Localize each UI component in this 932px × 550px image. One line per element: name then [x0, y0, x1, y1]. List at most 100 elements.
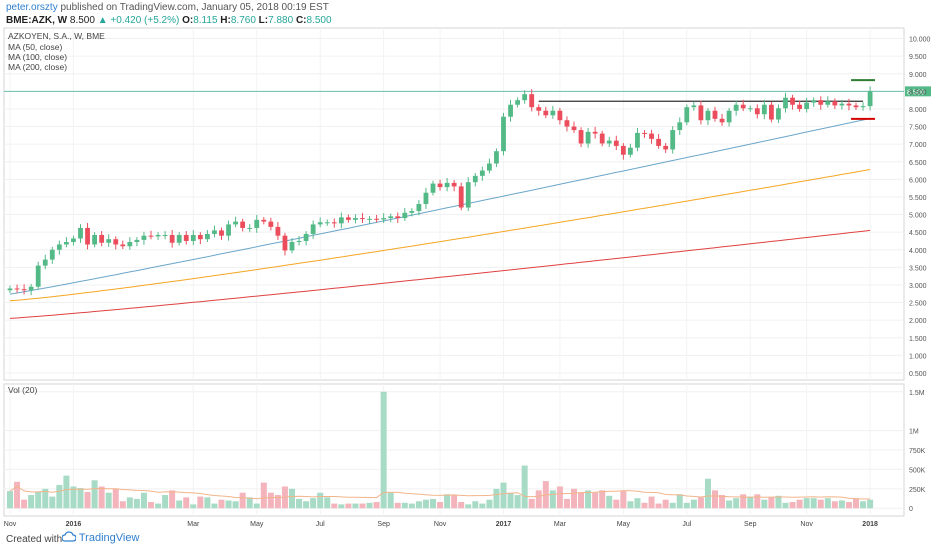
candle-body: [529, 94, 535, 108]
volume-bar: [704, 478, 711, 509]
candle-body: [606, 140, 612, 144]
volume-tick-label: 500K: [909, 467, 926, 474]
volume-bar: [719, 495, 726, 509]
candle-body: [776, 108, 781, 120]
volume-bar: [669, 502, 676, 509]
x-tick-label: Mar: [554, 521, 567, 528]
volume-bar: [176, 500, 183, 509]
volume-bar: [867, 499, 874, 509]
volume-bar: [296, 498, 303, 509]
volume-bar: [140, 492, 147, 509]
price-tick-label: 5.000: [909, 213, 927, 220]
close-label: C:: [295, 15, 307, 26]
volume-bar: [676, 494, 683, 509]
volume-bar: [451, 495, 458, 509]
volume-bar: [853, 498, 859, 509]
candle-body: [141, 235, 147, 240]
volume-bar: [444, 494, 451, 509]
volume-bar: [465, 504, 472, 509]
volume-bar: [606, 495, 613, 509]
legend-ma100[interactable]: MA (100, close): [8, 52, 67, 62]
volume-bar: [415, 501, 422, 509]
volume-bar: [817, 499, 824, 509]
candle-body: [487, 163, 492, 171]
volume-bar: [796, 499, 803, 509]
volume-tick-label: 750K: [909, 448, 926, 455]
x-tick-label: Sep: [744, 521, 757, 528]
volume-bar: [627, 501, 634, 509]
candle-body: [515, 100, 520, 105]
candle-body: [740, 104, 746, 109]
open-label: O:: [182, 15, 194, 26]
candle-body: [536, 107, 542, 111]
volume-bar: [359, 503, 366, 509]
price-tick-label: 2.500: [909, 301, 927, 308]
candle-body: [381, 218, 387, 220]
author-link[interactable]: peter.orszty: [6, 2, 58, 13]
candle-body: [254, 219, 260, 228]
volume-bar: [366, 502, 373, 509]
volume-bar: [28, 495, 35, 509]
price-volume-chart[interactable]: 8.500 0.500 1.000 1.500 2.000 2.500 3.000 3.50…: [0, 0, 932, 528]
volume-bar: [690, 499, 697, 509]
volume-bar: [394, 502, 401, 509]
candle-body: [71, 238, 76, 243]
volume-bar: [21, 499, 28, 509]
price-tick-label: 4.000: [909, 248, 927, 255]
up-arrow-icon: ▲: [97, 15, 108, 26]
created-with-label: Created with: [6, 534, 63, 545]
volume-bar: [775, 495, 782, 509]
volume-bar: [133, 498, 140, 509]
volume-bar: [267, 492, 274, 509]
candle-body: [592, 131, 598, 134]
legend-ma200[interactable]: MA (200, close): [8, 62, 67, 72]
candle-body: [268, 221, 274, 227]
volume-bar: [260, 482, 267, 509]
high-value: 8.760: [230, 15, 256, 26]
candle-body: [233, 221, 238, 225]
volume-bar: [310, 498, 317, 509]
price-pane-frame: [3, 27, 905, 381]
volume-bar: [239, 492, 246, 509]
x-tick-label: Nov: [434, 521, 447, 528]
candle-body: [663, 145, 669, 150]
volume-bar: [204, 497, 211, 509]
candle-body: [733, 104, 739, 111]
last-price: 8.500: [69, 15, 95, 26]
candle-body: [205, 233, 210, 240]
volume-bar: [733, 498, 740, 509]
volume-bar: [352, 503, 359, 509]
volume-bar: [500, 482, 507, 509]
candle-body: [479, 170, 485, 176]
candle-body: [42, 259, 48, 266]
volume-bar: [472, 501, 479, 509]
volume-bar: [831, 501, 838, 509]
candle-body: [783, 97, 788, 109]
candle-body: [240, 221, 246, 228]
price-tick-label: 8.000: [909, 107, 927, 114]
volume-bar: [387, 492, 394, 509]
volume-bar: [345, 503, 352, 509]
candle-body: [846, 103, 852, 106]
candle-body: [797, 104, 802, 109]
candle-body: [451, 182, 457, 187]
candle-body: [761, 104, 767, 115]
volume-bar: [556, 486, 563, 509]
candle-body: [867, 91, 873, 107]
candle-body: [747, 108, 753, 110]
candle-body: [282, 235, 288, 251]
volume-bar: [373, 502, 380, 509]
volume-bar: [549, 490, 556, 509]
candle-body: [613, 140, 619, 146]
candle-body: [825, 101, 831, 105]
candle-body: [832, 101, 838, 106]
volume-bar: [232, 501, 239, 509]
candle-body: [148, 235, 154, 237]
tradingview-logo[interactable]: TradingView: [61, 531, 139, 544]
moving-averages: [9, 118, 871, 319]
legend-ma50[interactable]: MA (50, close): [8, 42, 62, 52]
volume-bar: [571, 488, 577, 509]
candle-body: [78, 227, 83, 239]
price-tick-label: 4.500: [909, 230, 927, 237]
candle-body: [134, 239, 140, 243]
